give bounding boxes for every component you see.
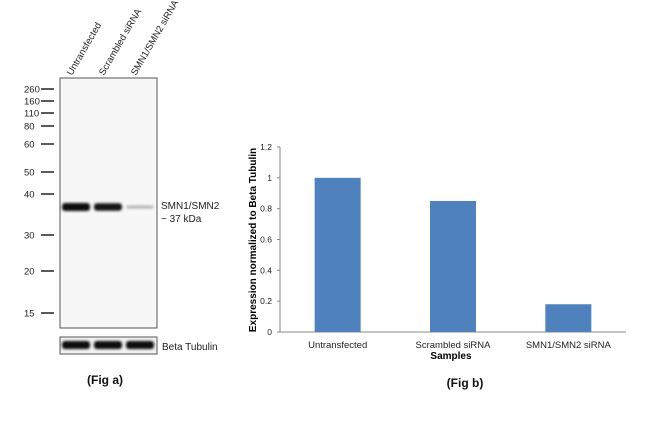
bar-chart: 0 0.2 0.4 0.6 0.8 1 1.2 Untransfected Scrambled… — [248, 142, 626, 390]
x-tick-label: Untransfected — [308, 340, 367, 351]
marker-label: 60 — [24, 140, 35, 151]
bar — [314, 177, 361, 332]
marker-label: 20 — [24, 267, 35, 278]
loading-control-label: Beta Tubulin — [162, 342, 218, 353]
y-tick-label: 0.4 — [260, 265, 272, 275]
marker-label: 15 — [24, 309, 35, 320]
y-tick-label: 0.2 — [260, 296, 272, 306]
protein-band — [126, 205, 154, 209]
band-label: SMN1/SMN2 — [161, 201, 220, 212]
y-tick-label: 0.8 — [260, 204, 272, 214]
y-tick-label: 0.6 — [260, 235, 272, 245]
bar — [430, 200, 476, 332]
tubulin-band — [62, 341, 90, 349]
x-axis-title: Samples — [430, 351, 472, 362]
tubulin-band — [126, 341, 154, 349]
x-tick-label: SMN1/SMN2 siRNA — [526, 340, 612, 351]
x-tick-label: Scrambled siRNA — [416, 340, 492, 351]
y-tick-label: 0 — [267, 327, 272, 337]
marker-label: 30 — [24, 231, 35, 242]
bar — [545, 304, 592, 332]
marker-label: 80 — [24, 122, 35, 133]
marker-label: 260 — [24, 85, 40, 96]
y-axis-title: Expression normalized to Beta Tubulin — [248, 148, 259, 332]
band-size-label: ~ 37 kDa — [161, 214, 202, 225]
fig-b-caption: (Fig b) — [447, 376, 484, 390]
protein-band — [94, 203, 122, 211]
marker-label: 40 — [24, 190, 35, 201]
protein-band — [62, 203, 90, 211]
y-tick-label: 1 — [267, 173, 272, 183]
marker-label: 50 — [24, 168, 35, 179]
fig-a-caption: (Fig a) — [87, 373, 123, 387]
y-tick-label: 1.2 — [260, 142, 272, 152]
marker-label: 110 — [24, 109, 39, 120]
marker-label: 160 — [24, 97, 40, 108]
tubulin-band — [94, 341, 122, 349]
